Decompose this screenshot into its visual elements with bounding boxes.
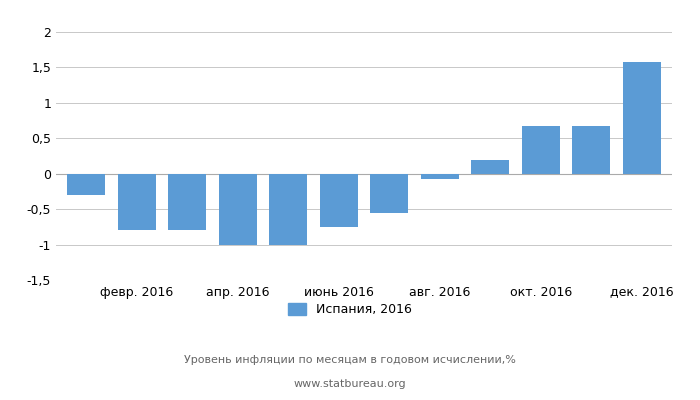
- Bar: [219, 174, 257, 244]
- Bar: [168, 174, 206, 230]
- Bar: [67, 174, 105, 195]
- Bar: [522, 126, 560, 174]
- Bar: [270, 174, 307, 244]
- Bar: [118, 174, 155, 230]
- Bar: [320, 174, 358, 227]
- Text: www.statbureau.org: www.statbureau.org: [294, 379, 406, 389]
- Bar: [573, 126, 610, 174]
- Bar: [471, 160, 509, 174]
- Bar: [370, 174, 408, 213]
- Bar: [421, 174, 458, 179]
- Legend: Испания, 2016: Испания, 2016: [283, 298, 417, 321]
- Text: Уровень инфляции по месяцам в годовом исчислении,%: Уровень инфляции по месяцам в годовом ис…: [184, 355, 516, 365]
- Bar: [623, 62, 661, 174]
